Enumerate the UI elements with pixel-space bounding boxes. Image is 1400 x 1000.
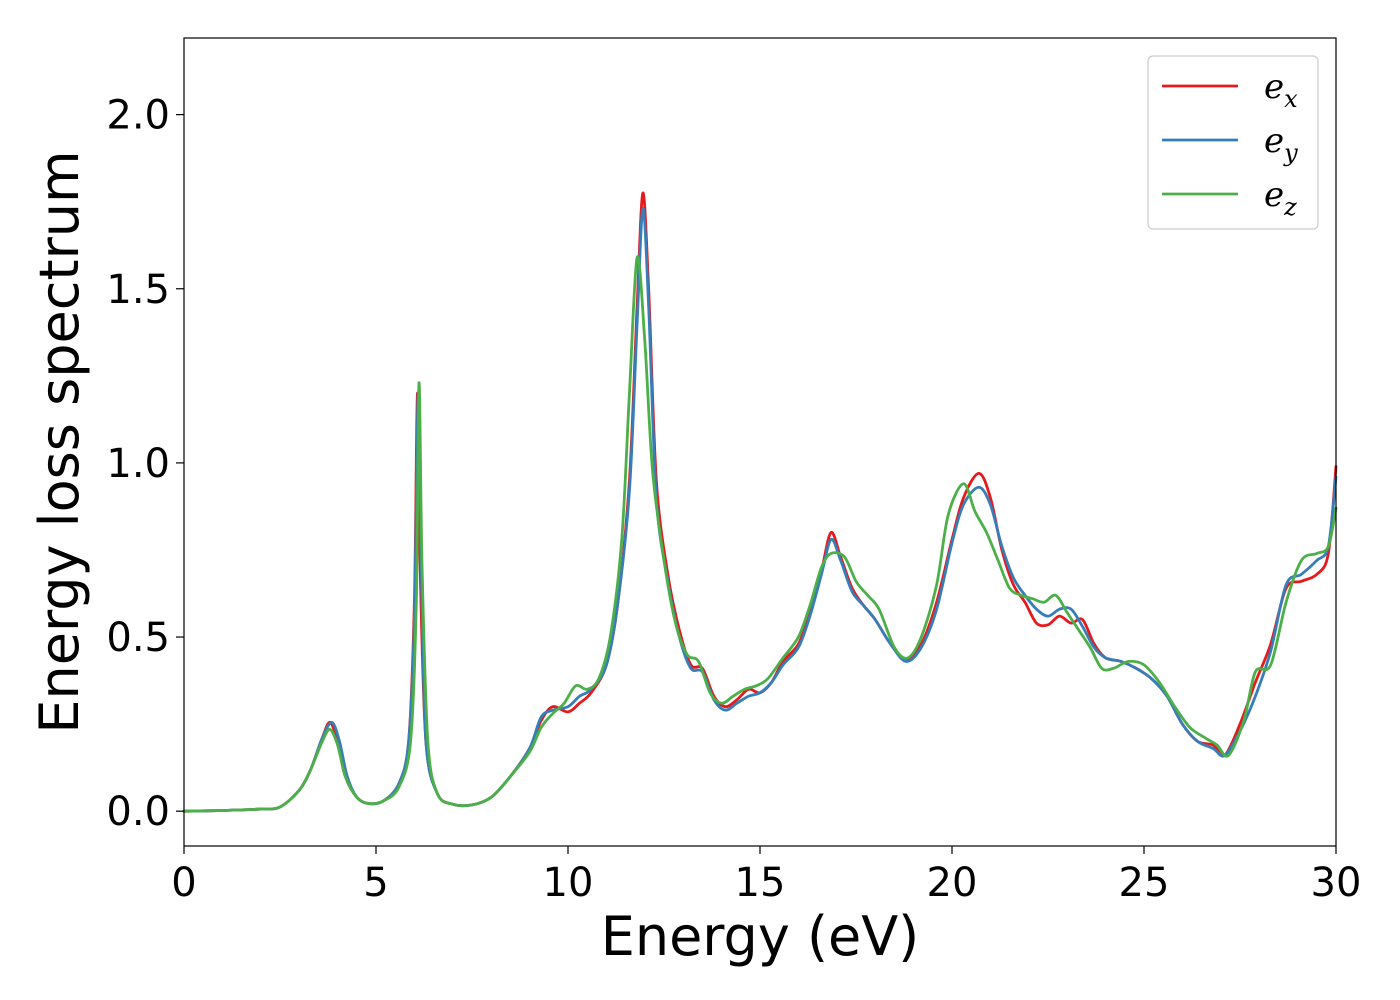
legend-label-y: ey	[1264, 121, 1298, 167]
y-tick-label: 2.0	[106, 93, 170, 139]
series-layer	[182, 191, 1338, 813]
x-tick-label: 25	[1119, 860, 1170, 906]
series-line-y	[182, 207, 1338, 813]
x-tick-label: 5	[363, 860, 388, 906]
legend-box	[1147, 55, 1319, 230]
plot-background	[184, 38, 1336, 846]
y-axis-ticks: 0.0 0.5 1.0 1.5 2.0	[106, 93, 184, 835]
x-tick-label: 10	[543, 860, 594, 906]
legend-label-subscript: y	[1283, 139, 1298, 167]
series-line-z	[182, 255, 1338, 813]
legend-label-subscript: x	[1284, 85, 1298, 113]
legend-label-base: e	[1264, 175, 1284, 215]
y-tick-label: 1.0	[106, 441, 170, 487]
y-tick-label: 0.5	[106, 615, 170, 661]
legend-label-base: e	[1264, 67, 1284, 107]
legend-label-x: ex	[1264, 67, 1298, 113]
y-tick-label: 1.5	[106, 267, 170, 313]
y-axis-label: Energy loss spectrum	[28, 150, 91, 733]
legend-label-base: e	[1264, 121, 1284, 161]
x-axis-label: Energy (eV)	[601, 905, 920, 968]
x-tick-label: 0	[171, 860, 196, 906]
x-tick-label: 20	[927, 860, 978, 906]
x-tick-label: 15	[735, 860, 786, 906]
x-tick-label: 30	[1311, 860, 1362, 906]
x-axis-ticks: 0 5 10 15 20 25 30	[171, 846, 1361, 906]
legend-label-subscript: z	[1283, 193, 1297, 221]
legend-label-z: ez	[1264, 175, 1297, 221]
y-tick-label: 0.0	[106, 789, 170, 835]
